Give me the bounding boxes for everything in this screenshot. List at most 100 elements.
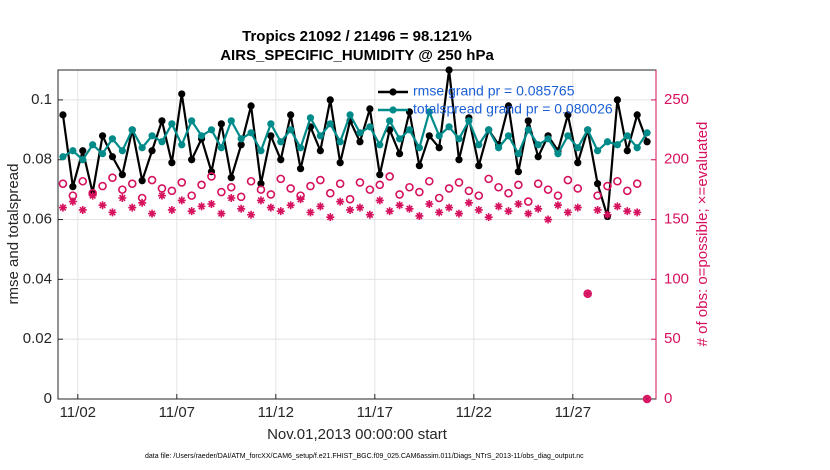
y2-tick-label: 0: [664, 390, 672, 407]
point: [276, 207, 285, 216]
point: [78, 205, 87, 214]
point: [465, 117, 473, 125]
point: [553, 191, 563, 200]
point: [504, 188, 513, 198]
point: [405, 126, 414, 134]
point: [475, 162, 483, 170]
point: [157, 184, 167, 193]
point: [237, 135, 245, 143]
point: [355, 178, 365, 187]
point: [455, 135, 463, 143]
point: [118, 185, 127, 194]
point: [98, 132, 107, 140]
point: [623, 132, 631, 140]
point: [98, 150, 107, 158]
legend-swatch: [389, 88, 397, 96]
point: [326, 120, 334, 128]
point: [89, 141, 97, 149]
point: [266, 203, 275, 212]
point: [148, 209, 157, 218]
point: [593, 180, 602, 188]
point: [504, 102, 513, 110]
point: [445, 123, 453, 131]
chart-subtitle: AIRS_SPECIFIC_HUMIDITY @ 250 hPa: [220, 47, 494, 64]
point: [435, 132, 443, 140]
point: [583, 289, 592, 298]
x-tick-label: 11/22: [456, 404, 492, 421]
point: [425, 108, 433, 116]
point: [336, 197, 345, 206]
point: [366, 123, 374, 131]
point: [356, 129, 364, 137]
point: [524, 126, 532, 134]
point: [376, 171, 384, 179]
legend-label: rmse grand pr = 0.085765: [413, 83, 575, 99]
point: [287, 126, 295, 134]
point: [643, 129, 651, 137]
point: [197, 180, 206, 190]
point: [425, 199, 434, 208]
point: [127, 179, 137, 188]
point: [574, 159, 582, 167]
point: [534, 204, 543, 213]
point: [237, 204, 246, 213]
point: [434, 193, 444, 203]
point: [98, 201, 107, 210]
point: [523, 197, 533, 206]
point: [632, 179, 642, 188]
y2-tick-label: 50: [664, 330, 681, 347]
point: [613, 96, 621, 104]
y-tick-label: 0.02: [23, 330, 52, 347]
point: [455, 156, 463, 164]
point: [593, 191, 602, 200]
point: [247, 129, 255, 137]
point: [108, 173, 117, 182]
footnote: data file: /Users/raeder/DAI/ATM_forcXX/…: [145, 453, 584, 460]
point: [108, 135, 117, 143]
point: [316, 175, 325, 185]
point: [187, 191, 196, 200]
point: [405, 182, 414, 192]
point: [633, 208, 642, 217]
point: [415, 162, 423, 170]
point: [336, 138, 344, 146]
point: [564, 132, 572, 140]
point: [534, 153, 542, 161]
point: [534, 141, 542, 149]
point: [464, 186, 474, 196]
point: [385, 207, 394, 216]
point: [346, 111, 354, 119]
y2-tick-label: 250: [664, 91, 689, 108]
point: [276, 174, 286, 184]
point: [643, 138, 651, 146]
point: [267, 120, 275, 128]
point: [108, 208, 117, 217]
point: [188, 117, 196, 125]
point: [514, 180, 523, 190]
point: [266, 190, 276, 199]
point: [484, 174, 493, 184]
point: [158, 117, 166, 125]
point: [375, 180, 385, 190]
point: [584, 126, 592, 134]
point: [533, 179, 543, 188]
y-tick-label: 0.08: [23, 151, 52, 168]
point: [514, 199, 523, 208]
point: [118, 147, 126, 155]
point: [435, 144, 443, 152]
point: [494, 144, 503, 152]
point: [415, 211, 424, 220]
point: [256, 196, 265, 205]
point: [375, 196, 384, 205]
point: [553, 201, 562, 210]
point: [573, 203, 582, 212]
point: [415, 187, 424, 197]
point: [58, 203, 67, 212]
point: [623, 207, 632, 216]
point: [445, 66, 453, 74]
point: [474, 205, 483, 214]
point: [643, 395, 652, 403]
point: [474, 191, 484, 200]
point: [207, 172, 216, 181]
point: [197, 202, 206, 211]
